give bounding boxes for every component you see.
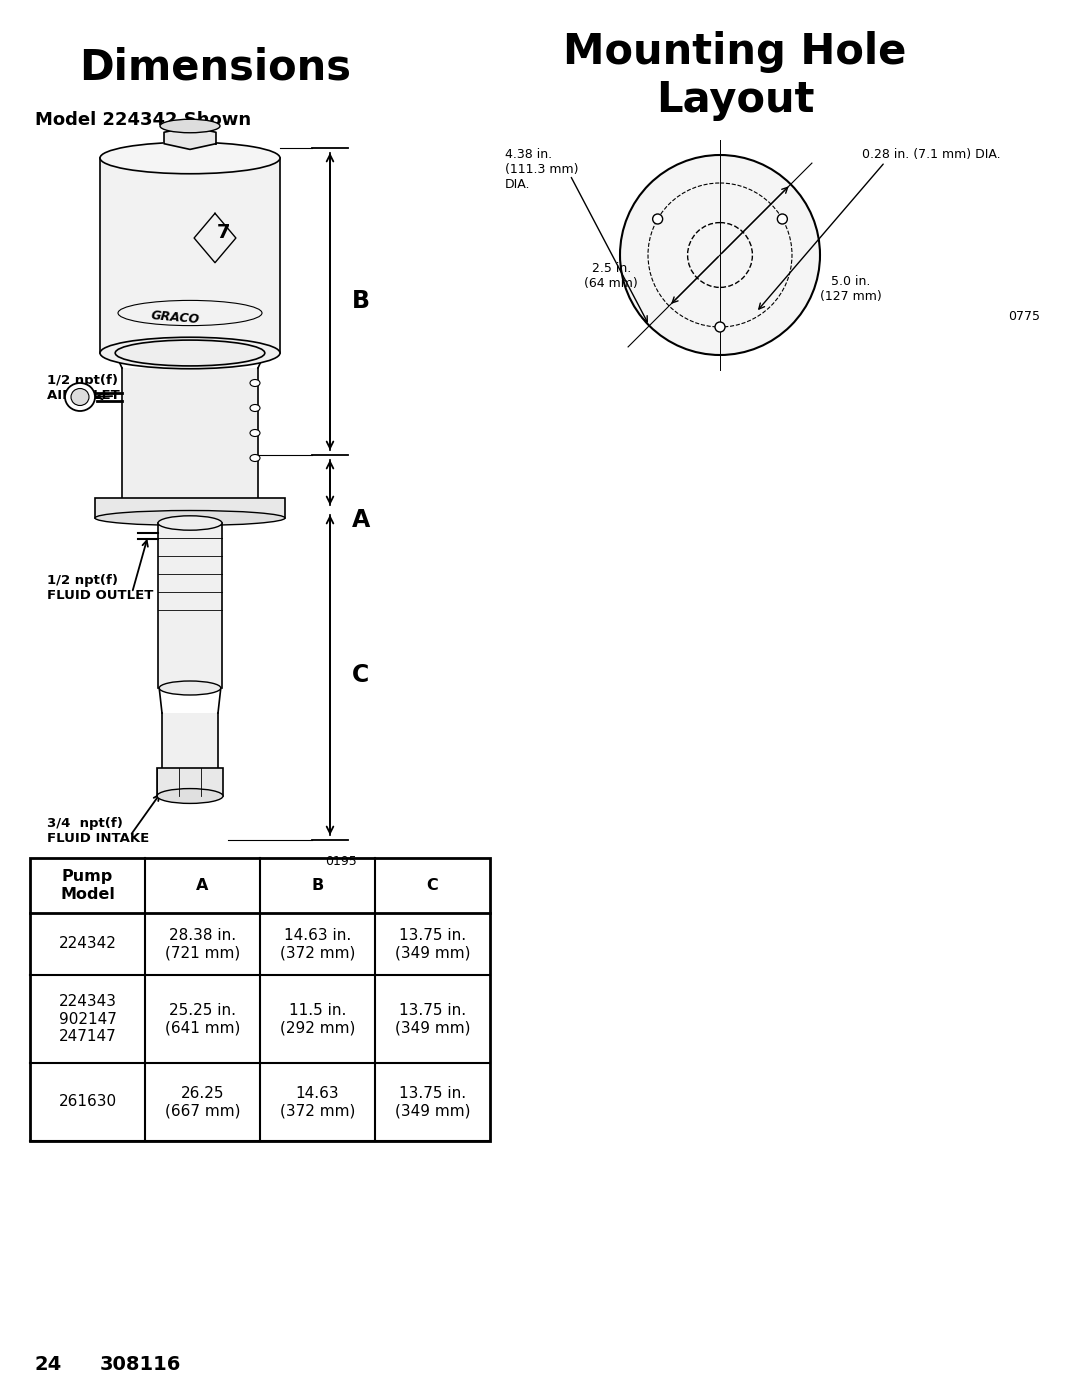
FancyBboxPatch shape [158, 522, 222, 687]
Text: A: A [352, 509, 370, 532]
Text: 7: 7 [216, 224, 230, 243]
Text: 26.25
(667 mm): 26.25 (667 mm) [165, 1085, 240, 1118]
Text: 0775: 0775 [1008, 310, 1040, 323]
Ellipse shape [157, 788, 222, 803]
Text: 5.0 in.
(127 mm): 5.0 in. (127 mm) [820, 275, 881, 303]
Text: 1/2 npt(f)
FLUID OUTLET: 1/2 npt(f) FLUID OUTLET [48, 574, 153, 602]
Text: Layout: Layout [656, 80, 814, 122]
Text: 14.63 in.
(372 mm): 14.63 in. (372 mm) [280, 928, 355, 960]
Text: 13.75 in.
(349 mm): 13.75 in. (349 mm) [395, 928, 470, 960]
Text: Mounting Hole: Mounting Hole [564, 31, 907, 73]
Ellipse shape [116, 339, 265, 366]
Circle shape [620, 155, 820, 355]
Ellipse shape [158, 515, 222, 531]
Ellipse shape [100, 142, 280, 173]
Text: B: B [311, 877, 324, 893]
Circle shape [652, 214, 663, 224]
Text: 2.5 in.
(64 mm): 2.5 in. (64 mm) [584, 263, 638, 291]
Text: 4.38 in.
(111.3 mm)
DIA.: 4.38 in. (111.3 mm) DIA. [505, 148, 579, 191]
Text: 25.25 in.
(641 mm): 25.25 in. (641 mm) [165, 1003, 240, 1035]
Ellipse shape [249, 405, 260, 412]
Text: C: C [427, 877, 438, 893]
Text: C: C [352, 664, 369, 687]
Text: Model 224342 Shown: Model 224342 Shown [35, 110, 252, 129]
Text: 224343
902147
247147: 224343 902147 247147 [58, 995, 117, 1044]
Ellipse shape [100, 337, 280, 369]
Text: 14.63
(372 mm): 14.63 (372 mm) [280, 1085, 355, 1118]
Ellipse shape [249, 454, 260, 461]
Text: 1/2 npt(f)
AIR INLET: 1/2 npt(f) AIR INLET [48, 374, 120, 402]
Text: 13.75 in.
(349 mm): 13.75 in. (349 mm) [395, 1003, 470, 1035]
Text: 3/4  npt(f)
FLUID INTAKE: 3/4 npt(f) FLUID INTAKE [48, 817, 149, 845]
Text: 0195: 0195 [325, 855, 356, 868]
FancyBboxPatch shape [157, 768, 222, 796]
Text: Dimensions: Dimensions [79, 47, 351, 89]
FancyBboxPatch shape [100, 158, 280, 353]
Text: 0.28 in. (7.1 mm) DIA.: 0.28 in. (7.1 mm) DIA. [862, 148, 1001, 161]
Polygon shape [164, 127, 216, 149]
FancyBboxPatch shape [95, 497, 285, 518]
Text: A: A [197, 877, 208, 893]
Text: Pump
Model: Pump Model [60, 869, 114, 901]
FancyBboxPatch shape [122, 367, 258, 497]
Ellipse shape [95, 510, 285, 525]
Ellipse shape [160, 119, 220, 133]
Circle shape [715, 321, 725, 332]
Ellipse shape [65, 383, 95, 411]
Text: B: B [352, 289, 370, 313]
Text: 261630: 261630 [58, 1094, 117, 1109]
Ellipse shape [159, 680, 220, 694]
Text: 308116: 308116 [100, 1355, 181, 1375]
FancyBboxPatch shape [162, 712, 218, 768]
Circle shape [778, 214, 787, 224]
Text: 28.38 in.
(721 mm): 28.38 in. (721 mm) [165, 928, 240, 960]
Text: 224342: 224342 [58, 936, 117, 951]
Ellipse shape [249, 380, 260, 387]
Ellipse shape [249, 429, 260, 436]
Text: 11.5 in.
(292 mm): 11.5 in. (292 mm) [280, 1003, 355, 1035]
Text: 24: 24 [35, 1355, 63, 1375]
Ellipse shape [71, 388, 89, 405]
Text: GRACO: GRACO [150, 309, 200, 327]
Text: 13.75 in.
(349 mm): 13.75 in. (349 mm) [395, 1085, 470, 1118]
